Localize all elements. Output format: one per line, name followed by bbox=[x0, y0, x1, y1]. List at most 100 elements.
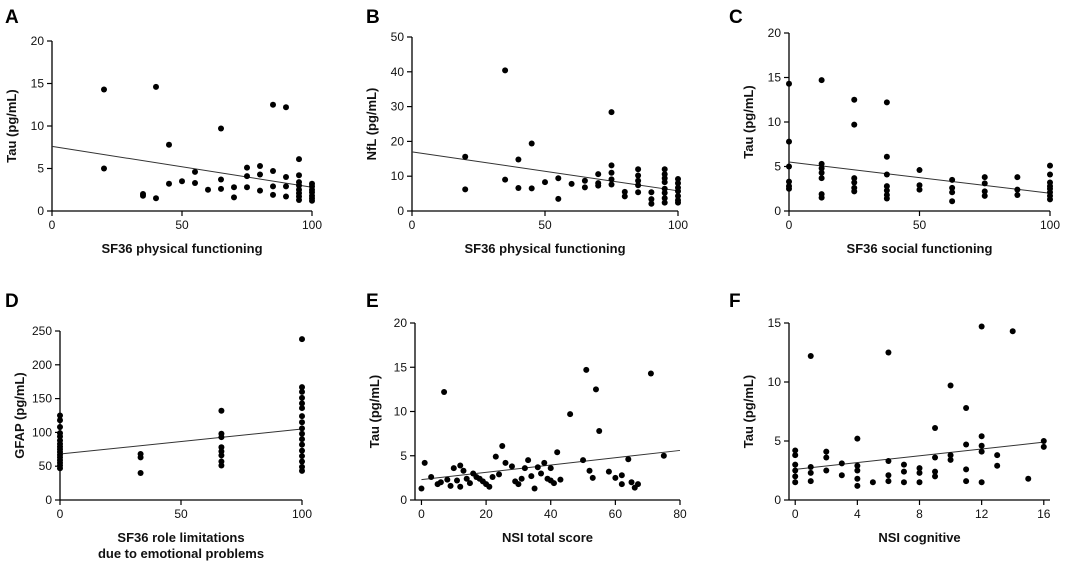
data-point bbox=[299, 430, 305, 437]
data-point bbox=[1014, 191, 1021, 198]
data-point bbox=[932, 425, 939, 432]
x-axis-title: SF36 physical functioning bbox=[101, 241, 262, 256]
data-point bbox=[851, 188, 858, 195]
data-point bbox=[792, 452, 799, 459]
data-point bbox=[492, 453, 499, 460]
x-axis-title: SF36 physical functioning bbox=[464, 241, 625, 256]
data-point bbox=[786, 185, 792, 192]
data-point bbox=[192, 168, 198, 175]
data-point bbox=[179, 178, 185, 185]
y-tick-label: 20 bbox=[31, 34, 45, 48]
y-tick-label: 150 bbox=[32, 392, 52, 406]
data-point bbox=[851, 96, 858, 103]
data-point bbox=[883, 171, 890, 178]
data-point bbox=[661, 171, 668, 178]
y-axis-title: Tau (pg/mL) bbox=[741, 85, 756, 158]
y-tick-label: 15 bbox=[394, 360, 408, 374]
data-point bbox=[648, 196, 655, 203]
x-tick-label: 50 bbox=[174, 507, 188, 521]
data-point bbox=[557, 476, 564, 483]
data-point bbox=[608, 181, 615, 188]
data-point bbox=[57, 417, 63, 424]
data-point bbox=[447, 482, 454, 489]
data-point bbox=[1014, 174, 1021, 181]
data-point bbox=[299, 441, 305, 448]
data-point bbox=[634, 481, 641, 488]
x-tick-label: 0 bbox=[792, 507, 799, 521]
x-tick-label: 8 bbox=[916, 507, 923, 521]
data-point bbox=[137, 454, 144, 461]
data-point bbox=[580, 457, 587, 464]
data-point bbox=[818, 77, 825, 84]
data-point bbox=[502, 176, 509, 183]
data-point bbox=[437, 479, 444, 486]
data-point bbox=[595, 171, 602, 178]
trend-line bbox=[421, 449, 681, 481]
data-point bbox=[457, 462, 464, 469]
data-point bbox=[994, 452, 1001, 459]
data-point bbox=[900, 461, 907, 468]
x-tick-label: 100 bbox=[1040, 218, 1060, 232]
x-tick-label: 50 bbox=[538, 218, 552, 232]
data-point bbox=[218, 434, 225, 441]
data-point bbox=[608, 162, 615, 169]
data-point bbox=[661, 179, 668, 186]
data-point bbox=[205, 186, 211, 193]
panel-d: D 0 50 100 150 200 250 0 50 100 SF36 role limitati… bbox=[5, 291, 312, 561]
data-point bbox=[541, 459, 548, 466]
y-tick-label: 5 bbox=[774, 434, 781, 448]
data-point bbox=[885, 349, 892, 356]
panel-f: F 0 5 10 15 0 4 8 12 16 NSI cognitive Tau (pg/mL) bbox=[729, 291, 1051, 545]
data-point bbox=[218, 185, 224, 192]
data-point bbox=[807, 353, 814, 360]
data-point bbox=[661, 189, 668, 196]
data-point bbox=[270, 168, 276, 175]
x-axis-title: SF36 social functioning bbox=[847, 241, 993, 256]
data-point bbox=[885, 458, 892, 465]
panel-letter: F bbox=[729, 291, 741, 312]
trend-line bbox=[795, 441, 1044, 470]
data-point bbox=[675, 199, 681, 206]
data-point bbox=[496, 471, 503, 478]
panel-b: B 0 10 20 30 40 50 0 50 100 SF36 physical function… bbox=[364, 7, 688, 256]
y-tick-label: 0 bbox=[774, 493, 781, 507]
data-point bbox=[153, 83, 159, 90]
y-tick-label: 50 bbox=[391, 30, 405, 44]
data-point bbox=[648, 200, 655, 207]
data-point bbox=[299, 405, 305, 412]
data-point bbox=[621, 193, 628, 200]
data-point bbox=[963, 404, 970, 411]
data-point bbox=[675, 175, 681, 182]
y-tick-label: 15 bbox=[768, 316, 782, 330]
data-point bbox=[916, 465, 923, 472]
data-point bbox=[57, 423, 63, 430]
data-point bbox=[581, 184, 588, 191]
data-point bbox=[418, 485, 425, 492]
y-tick-label: 0 bbox=[45, 493, 52, 507]
data-point bbox=[947, 452, 954, 459]
y-tick-label: 20 bbox=[391, 134, 405, 148]
x-axis-title: SF36 role limitations bbox=[117, 530, 244, 545]
panel-letter: E bbox=[366, 291, 379, 312]
data-point bbox=[1025, 475, 1032, 482]
data-point bbox=[1009, 328, 1016, 335]
x-tick-label: 0 bbox=[57, 507, 64, 521]
data-point bbox=[818, 175, 825, 182]
data-point bbox=[583, 366, 590, 373]
data-point bbox=[528, 473, 535, 480]
data-point bbox=[218, 452, 225, 459]
data-point bbox=[296, 182, 302, 189]
data-point bbox=[489, 473, 496, 480]
data-point bbox=[502, 67, 509, 74]
data-point bbox=[900, 468, 907, 475]
y-tick-label: 100 bbox=[32, 425, 52, 439]
data-point bbox=[621, 188, 628, 195]
y-tick-label: 10 bbox=[394, 405, 408, 419]
data-point bbox=[978, 323, 985, 330]
data-point bbox=[299, 453, 305, 460]
data-point bbox=[299, 384, 305, 391]
data-point bbox=[792, 461, 799, 468]
data-point bbox=[528, 185, 535, 192]
data-point bbox=[854, 435, 861, 442]
data-point bbox=[299, 336, 305, 343]
